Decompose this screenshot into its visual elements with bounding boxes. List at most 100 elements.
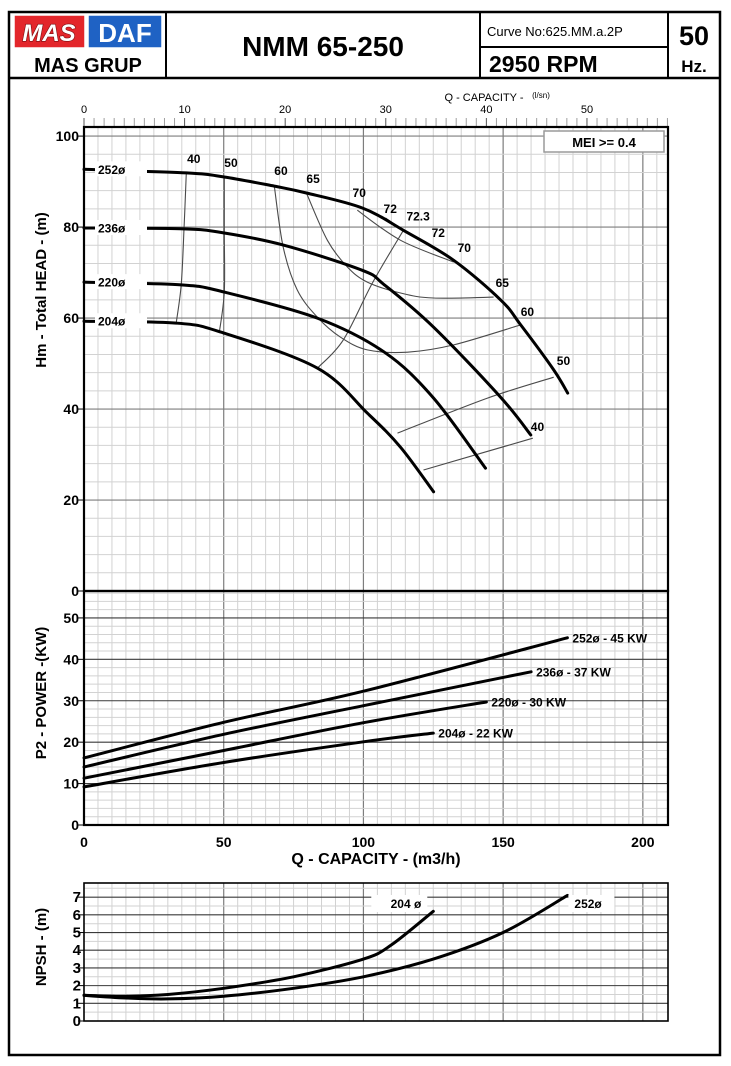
logo-mas-box	[13, 14, 86, 49]
sheet-frame	[7, 10, 722, 1057]
head-curve-236	[82, 226, 533, 437]
power-curve-236	[82, 670, 533, 769]
y-tick-label: 50	[63, 610, 79, 626]
x2-tick-label: 40	[480, 104, 492, 116]
x-tick-label: 50	[216, 834, 232, 850]
efficiency-label: 70	[353, 186, 367, 200]
efficiency-contour-40	[423, 437, 533, 471]
mei-badge-box	[543, 130, 665, 153]
frequency-value: 50	[679, 21, 709, 51]
efficiency-label: 65	[496, 276, 510, 290]
efficiency-contour-60	[273, 186, 521, 354]
logo-daf-box	[87, 14, 163, 49]
grid-2	[78, 883, 668, 1022]
curve-label-bg	[95, 313, 147, 329]
curve-label-bg	[371, 895, 428, 912]
x-tick-label: 150	[491, 834, 515, 850]
header: MAS DAF MAS GRUP NMM 65-250 Curve No:625…	[9, 12, 720, 80]
x2-tick-label: 10	[178, 104, 190, 116]
power-curve-label: 252ø - 45 KW	[572, 631, 647, 645]
power-plot-frame	[82, 589, 670, 827]
head-curve-label: 220ø	[98, 276, 126, 290]
head-axis-title: Hm - Total HEAD - (m)	[33, 212, 50, 368]
power-curve-204	[82, 731, 435, 789]
curve-number: Curve No:625.MM.a.2P	[487, 24, 623, 39]
efficiency-label: 72	[384, 202, 398, 216]
logo-mas-text: MAS	[22, 20, 75, 47]
logo-daf-text: DAF	[98, 18, 151, 48]
efficiency-contour-50	[218, 176, 226, 334]
head-curve-label: 236ø	[98, 221, 126, 235]
head-curve-204	[82, 319, 436, 494]
power-curve-220	[82, 700, 488, 780]
capacity-ls-axis-title: Q - CAPACITY -	[444, 92, 523, 104]
y-tick-label: 6	[73, 907, 81, 924]
efficiency-contour-70	[356, 209, 454, 263]
y-tick-label: 30	[63, 693, 79, 709]
frequency-unit: Hz.	[681, 57, 707, 76]
y-tick-label: 0	[73, 1013, 81, 1030]
y-tick-label: 20	[63, 492, 79, 508]
efficiency-label: 70	[458, 241, 472, 255]
npsh-curve-label: 252ø	[574, 897, 602, 911]
y-tick-label: 0	[71, 583, 79, 599]
efficiency-contour-50	[397, 376, 554, 434]
efficiency-label: 72.3	[406, 209, 430, 223]
y-tick-label: 7	[73, 889, 81, 906]
head-curve-label: 252ø	[98, 163, 126, 177]
y-tick-label: 40	[63, 401, 79, 417]
npsh-curve-label: 204 ø	[391, 897, 422, 911]
speed-rpm: 2950 RPM	[489, 51, 598, 77]
efficiency-label: 40	[531, 420, 545, 434]
x-tick-label: 100	[352, 834, 376, 850]
efficiency-label: 50	[224, 156, 238, 170]
model-title: NMM 65-250	[242, 31, 404, 62]
efficiency-contour-65	[305, 192, 494, 299]
y-tick-label: 10	[63, 776, 79, 792]
brand-logo: MAS DAF MAS GRUP	[13, 14, 163, 77]
npsh-curve-204	[82, 909, 435, 998]
logo-group-text: MAS GRUP	[34, 55, 142, 77]
y-tick-label: 40	[63, 651, 79, 667]
curve-label-bg	[95, 219, 147, 235]
x2-tick-label: 30	[380, 104, 392, 116]
x-tick-label: 0	[80, 834, 88, 850]
curve-label-bg	[95, 161, 147, 177]
y-tick-label: 2	[73, 978, 81, 995]
x-tick-label: 200	[631, 834, 655, 850]
efficiency-label: 50	[557, 354, 571, 368]
grid-0	[78, 118, 668, 592]
power-curve-label: 236ø - 37 KW	[536, 665, 611, 679]
curve-label-bg	[568, 895, 615, 912]
head-curve-252	[82, 167, 570, 395]
efficiency-label: 72	[432, 226, 446, 240]
mei-badge: MEI >= 0.4	[543, 130, 665, 153]
power-curve-252	[82, 636, 569, 760]
y-tick-label: 20	[63, 734, 79, 750]
head-curve-220	[82, 280, 487, 470]
efficiency-label: 65	[306, 172, 320, 186]
efficiency-label: 60	[521, 305, 535, 319]
y-tick-label: 80	[63, 219, 79, 235]
x2-tick-label: 0	[81, 104, 87, 116]
npsh-plot-frame	[83, 882, 669, 1022]
y-tick-label: 60	[63, 310, 79, 326]
efficiency-contour-40	[175, 172, 187, 324]
y-tick-label: 4	[73, 942, 82, 959]
npsh-axis-title: NPSH - (m)	[33, 908, 50, 986]
curve-label-bg	[95, 274, 147, 290]
efficiency-label: 60	[274, 164, 288, 178]
y-tick-label: 100	[56, 128, 80, 144]
head-curve-label: 204ø	[98, 315, 126, 329]
mei-badge-text: MEI >= 0.4	[572, 135, 636, 150]
y-tick-label: 3	[73, 960, 81, 977]
y-tick-label: 1	[73, 995, 81, 1012]
power-curve-label: 220ø - 30 KW	[491, 695, 566, 709]
best-efficiency-line	[317, 230, 404, 368]
y-tick-label: 5	[73, 925, 81, 942]
grid-layer	[78, 118, 668, 1022]
x2-tick-label: 20	[279, 104, 291, 116]
power-curve-label: 204ø - 22 KW	[438, 727, 513, 741]
efficiency-label: 40	[187, 152, 201, 166]
